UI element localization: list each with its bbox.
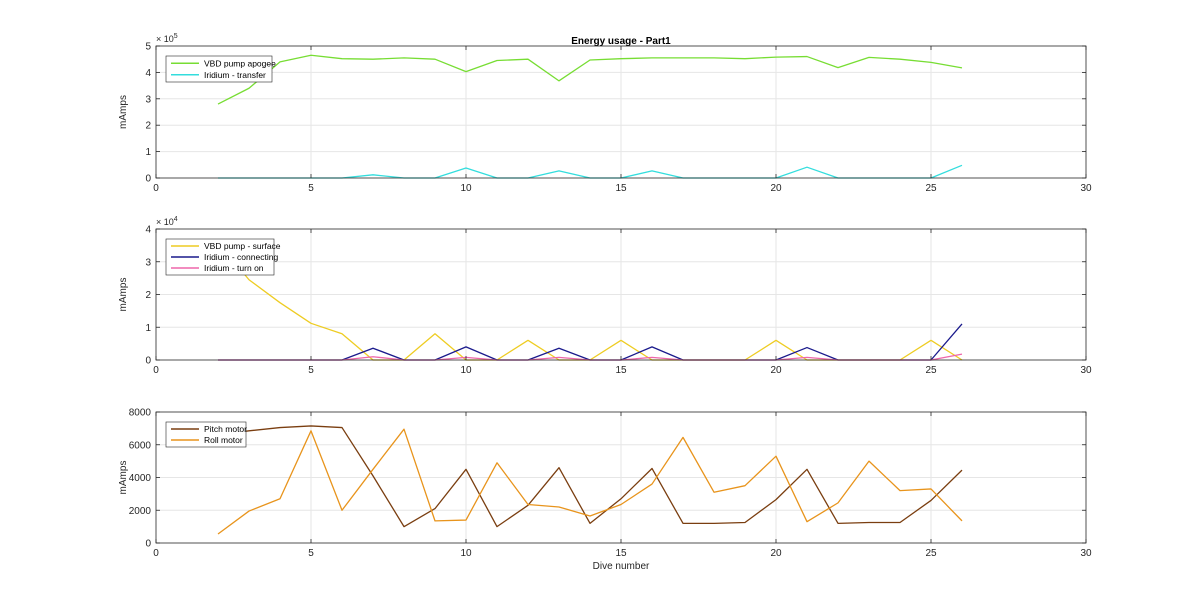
x-tick-label: 25 xyxy=(925,365,937,376)
y-axis-label: mAmps xyxy=(118,461,129,495)
y-exponent-label: × 105 xyxy=(156,33,178,44)
x-tick-label: 20 xyxy=(770,365,782,376)
y-tick-label: 1 xyxy=(145,323,151,334)
y-tick-label: 2 xyxy=(145,121,151,132)
x-tick-label: 30 xyxy=(1080,365,1092,376)
x-tick-label: 5 xyxy=(308,548,314,559)
legend-entry: Pitch motor xyxy=(204,424,247,434)
x-tick-label: 10 xyxy=(460,183,472,194)
subplot-2: 0 5 10 15 20 25 30 0 1 2 3 4 × 104 mAmps VBD pump - su… xyxy=(118,216,1092,376)
x-tick-label: 25 xyxy=(925,548,937,559)
x-tick-label: 5 xyxy=(308,365,314,376)
x-tick-label: 30 xyxy=(1080,548,1092,559)
x-tick-label: 30 xyxy=(1080,183,1092,194)
x-tick-label: 15 xyxy=(615,548,627,559)
x-tick-label: 10 xyxy=(460,365,472,376)
y-tick-label: 1 xyxy=(145,147,151,158)
series-line-1 xyxy=(217,54,963,105)
y-tick-label: 4 xyxy=(145,68,151,79)
x-tick-label: 0 xyxy=(153,183,159,194)
figure-title: Energy usage - Part1 xyxy=(571,36,671,47)
series-line-2 xyxy=(217,428,963,535)
y-tick-label: 3 xyxy=(145,257,151,268)
legend-entry: Iridium - turn on xyxy=(204,263,264,273)
legend-entry: Iridium - transfer xyxy=(204,70,266,80)
legend-entry: VBD pump apogee xyxy=(204,58,276,68)
y-tick-label: 2 xyxy=(145,290,151,301)
y-tick-label: 0 xyxy=(145,356,151,367)
legend-box xyxy=(165,55,273,83)
legend: VBD pump apogee Iridium - transfer xyxy=(165,55,276,83)
subplot-1: 0 5 10 15 20 25 30 0 1 2 3 4 5 × 105 mAmps VBD pump apo… xyxy=(118,33,1092,194)
legend-entry: VBD pump - surface xyxy=(204,241,281,251)
x-tick-label: 5 xyxy=(308,183,314,194)
legend-entry: Roll motor xyxy=(204,435,243,445)
y-tick-label: 5 xyxy=(145,42,151,53)
x-tick-label: 15 xyxy=(615,183,627,194)
y-exponent-label: × 104 xyxy=(156,216,178,227)
y-tick-label: 3 xyxy=(145,94,151,105)
x-tick-label: 20 xyxy=(770,183,782,194)
y-tick-label: 0 xyxy=(145,539,151,550)
legend-entry: Iridium - connecting xyxy=(204,252,278,262)
x-tick-label: 15 xyxy=(615,365,627,376)
y-tick-label: 0 xyxy=(145,174,151,185)
series-line-1 xyxy=(217,425,963,528)
y-tick-label: 2000 xyxy=(129,506,152,517)
y-tick-label: 4000 xyxy=(129,473,152,484)
x-tick-label: 20 xyxy=(770,548,782,559)
y-tick-label: 8000 xyxy=(129,408,152,419)
x-tick-label: 25 xyxy=(925,183,937,194)
x-axis-label: Dive number xyxy=(593,561,650,572)
x-tick-label: 0 xyxy=(153,365,159,376)
y-tick-label: 6000 xyxy=(129,440,152,451)
x-tick-label: 10 xyxy=(460,548,472,559)
y-tick-label: 4 xyxy=(145,225,151,236)
subplot-3: 0 5 10 15 20 25 30 0 2000 4000 6000 8000 mAmps Dive n… xyxy=(118,408,1092,573)
legend-box xyxy=(165,421,247,448)
y-axis-label: mAmps xyxy=(118,95,129,129)
x-tick-label: 0 xyxy=(153,548,159,559)
y-axis-label: mAmps xyxy=(118,278,129,312)
